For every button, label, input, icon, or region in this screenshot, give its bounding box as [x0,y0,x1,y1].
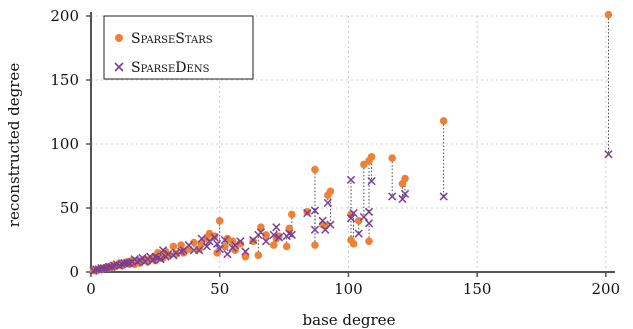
sparsedens-point-33 [228,243,237,252]
y-tick-label-3: 150 [50,71,79,89]
sparsestars-point-0 [604,10,613,19]
legend-label-sparsestars: SparseStars [131,31,213,47]
sparsestars-point-7 [365,237,373,246]
sparsedens-point-35 [220,235,229,245]
sparsestars-point-18 [311,241,319,249]
sparsedens-point-37 [213,239,222,248]
sparsestars-point-3 [398,179,407,188]
sparsedens-point-31 [236,237,245,246]
sparsedens-point-30 [241,247,250,256]
sparsedens-point-16 [318,216,327,225]
sparsedens-point-12 [346,214,356,223]
y-tick-label-2: 100 [50,135,79,153]
sparsedens-point-9 [354,229,363,238]
sparsedens-point-18 [310,206,320,215]
sparsestars-point-48 [169,242,178,251]
legend: SparseStars SparseDens [103,15,254,80]
sparsestars-point-30 [241,252,250,261]
legend-label-sparsedens: SparseDens [131,60,210,76]
x-tick-label-2: 100 [334,280,363,298]
y-tick-label-4: 200 [50,7,79,25]
sparsedens-point-51 [158,246,168,255]
sparsedens-point-38 [210,233,219,242]
sparsestars-point-35 [221,242,229,251]
x-tick-label-3: 150 [463,280,492,298]
sparsestars-point-22 [282,242,291,251]
sparsestars-point-21 [285,224,294,233]
sparsestars-point-4 [388,154,396,162]
ticks: 0 50 100 150 200 0 50 100 150 200 [50,7,620,298]
sparsestars-point-34 [223,234,232,243]
x-tick-label-1: 50 [210,280,229,298]
sparsedens-point-23 [274,233,284,242]
sparsedens-point-36 [215,244,224,254]
sparsedens-point-0 [604,150,613,159]
sparsedens-point-14 [323,198,332,208]
sparsestars-point-17 [311,165,319,174]
legend-marker-sparsedens [114,62,124,72]
sparsestars-point-8 [360,160,368,169]
sparsestars-point-26 [262,231,270,239]
sparsedens-point-24 [272,223,281,232]
sparsestars-point-20 [287,210,296,219]
sparsestars-point-28 [254,251,263,260]
sparsedens-point-25 [269,230,278,240]
sparsedens-point-7 [364,219,374,228]
sparsestars-point-36 [215,217,224,225]
sparsedens-point-8 [359,212,369,222]
sparsedens-point-41 [197,234,206,243]
sparsestars-point-29 [249,237,257,246]
sparsestars-point-37 [213,249,221,257]
sparsestars-point-53 [154,249,162,257]
sparsedens-point-10 [349,208,358,218]
sparsedens-point-2 [400,189,410,199]
sparsedens-point-34 [223,249,232,259]
x-tick-label-0: 0 [86,280,96,298]
sparsedens-point-22 [282,232,291,241]
y-tick-label-0: 0 [69,263,79,281]
sparsestars-point-11 [347,236,355,244]
sparsedens-point-3 [398,194,407,204]
sparsedens-point-1 [439,192,448,201]
sparsedens-point-26 [261,237,271,246]
x-tick-label-4: 200 [592,280,621,298]
sparsedens-point-5 [367,176,376,186]
x-axis-label: base degree [303,311,396,329]
sparsestars-point-25 [269,241,278,249]
sparsedens-point-40 [202,242,211,251]
sparsedens-point-11 [346,175,356,184]
axes [90,12,615,273]
sparsestars-point-12 [347,210,355,219]
sparsestars-point-14 [324,191,332,199]
sparsedens-point-4 [388,192,397,201]
sparsedens-point-50 [161,252,170,261]
sparsedens-point-15 [321,225,330,234]
y-tick-label-1: 50 [60,199,79,217]
sparsedens-point-78 [89,266,98,275]
sparsestars-point-1 [439,117,448,125]
sparsestars-point-42 [195,245,203,253]
sparsedens-point-17 [310,225,320,234]
sparsestars-point-40 [203,233,211,242]
sparsestars-point-43 [190,238,198,247]
sparsedens-point-29 [249,235,258,245]
sparsedens-point-19 [303,208,312,218]
legend-marker-sparsestars [115,34,123,42]
y-axis-label: reconstructed degree [5,63,23,228]
sparsestars-point-27 [257,223,265,231]
sparsestars-point-46 [177,241,185,249]
sparsedens-point-39 [205,237,214,246]
sparsestars-point-19 [303,208,312,216]
data-marks [89,10,613,275]
sparsestars-point-9 [354,217,363,225]
legend-frame [103,15,254,80]
